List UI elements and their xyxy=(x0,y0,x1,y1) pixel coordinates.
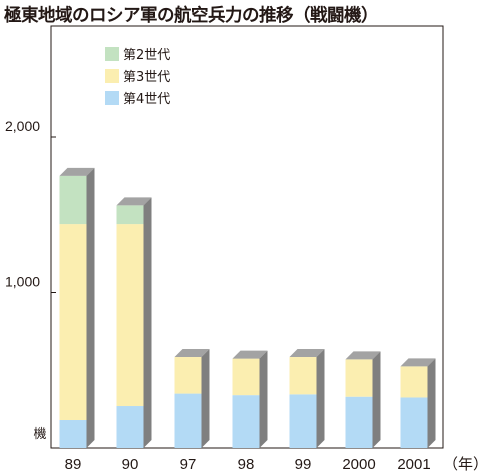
bar-segment xyxy=(59,420,87,448)
legend-swatch xyxy=(105,91,119,105)
x-tick-label: 90 xyxy=(122,456,139,473)
bar-segment xyxy=(289,394,317,448)
bar-segment xyxy=(345,359,373,397)
bar-segment xyxy=(116,205,144,225)
bar-top-face xyxy=(232,350,268,359)
bar-top-face xyxy=(345,351,381,360)
x-tick-label: 99 xyxy=(295,456,312,473)
y-axis-unit-label: 機 xyxy=(33,427,46,442)
bar-side-face xyxy=(372,351,381,448)
chart-title: 極東地域のロシア軍の航空兵力の推移（戦闘機） xyxy=(4,6,379,26)
bar-side-face xyxy=(86,167,95,448)
legend-swatch xyxy=(105,69,119,83)
bar-segment xyxy=(232,358,260,396)
bar-side-face xyxy=(143,197,152,448)
bar-segment xyxy=(289,357,317,395)
y-tick-label: 1,000 xyxy=(5,274,40,290)
bars-group xyxy=(59,167,436,448)
bar-top-face xyxy=(400,358,436,367)
bar-side-face xyxy=(201,349,210,448)
bar-side-face xyxy=(259,350,268,448)
y-axis-ticks: 1,000 2,000 xyxy=(5,118,56,293)
legend-label: 第3世代 xyxy=(123,70,170,85)
x-axis-categories: 89 90 97 98 99 2000 2001 xyxy=(65,456,431,473)
bar-top-face xyxy=(174,349,210,358)
x-tick-label: 2001 xyxy=(397,456,430,473)
bar-segment xyxy=(116,406,144,448)
bar-segment xyxy=(400,366,428,398)
bar-segment xyxy=(59,175,87,225)
bar-top-face xyxy=(116,197,152,206)
legend-swatch xyxy=(105,47,119,61)
bar-segment xyxy=(174,357,202,394)
bar-segment xyxy=(345,396,373,448)
x-tick-label: 2000 xyxy=(342,456,375,473)
y-tick-label: 2,000 xyxy=(5,118,40,134)
bar-top-face xyxy=(289,349,325,358)
bar-side-face xyxy=(427,358,436,448)
bar-segment xyxy=(400,397,428,448)
x-tick-label: 98 xyxy=(238,456,255,473)
bar-top-face xyxy=(59,167,95,176)
bar-segment xyxy=(59,224,87,421)
bar-segment xyxy=(232,395,260,448)
x-tick-label: 89 xyxy=(65,456,82,473)
bar-side-face xyxy=(316,349,325,448)
legend-label: 第2世代 xyxy=(123,48,170,63)
x-axis-unit-label: （年） xyxy=(443,456,478,473)
bar-segment xyxy=(174,393,202,448)
bar-segment xyxy=(116,224,144,407)
x-tick-label: 97 xyxy=(180,456,197,473)
legend-label: 第4世代 xyxy=(123,92,170,107)
